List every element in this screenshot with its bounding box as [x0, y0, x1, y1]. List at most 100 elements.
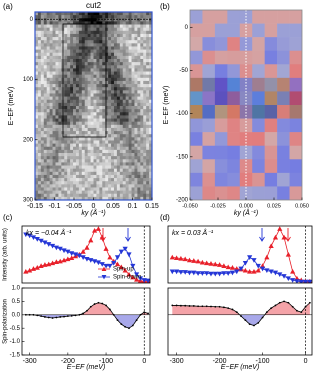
pixel — [55, 74, 59, 79]
pixel — [75, 87, 80, 91]
pixel — [96, 87, 100, 91]
pixel — [113, 156, 118, 160]
marker — [212, 271, 218, 277]
pixel — [131, 121, 135, 126]
pixel — [99, 184, 103, 188]
pixel — [125, 121, 129, 126]
pixel — [87, 153, 91, 157]
marker — [272, 234, 279, 240]
pixel — [108, 171, 112, 176]
point — [66, 315, 69, 318]
pixel — [70, 84, 74, 88]
pixel — [134, 156, 138, 160]
pixel — [81, 159, 86, 163]
pixel — [102, 118, 106, 122]
pixel — [143, 124, 147, 129]
pixel — [134, 178, 138, 182]
cell — [202, 172, 216, 187]
pixel — [108, 37, 112, 41]
pixel — [58, 84, 62, 88]
pixel — [52, 146, 56, 151]
pixel — [43, 55, 47, 60]
pixel — [73, 52, 77, 57]
cell — [289, 145, 302, 160]
pixel — [43, 115, 47, 119]
pixel — [58, 99, 62, 104]
pixel — [111, 134, 115, 138]
pixel — [46, 174, 50, 179]
pixel — [46, 93, 50, 97]
pixel — [55, 80, 59, 85]
pixel — [93, 149, 97, 154]
pixel — [87, 43, 91, 47]
pixel — [70, 40, 74, 44]
cell — [214, 145, 228, 160]
pixel — [108, 21, 112, 25]
pixel — [140, 112, 144, 116]
pixel — [78, 121, 83, 126]
pixel — [102, 37, 106, 41]
pixel — [37, 62, 42, 66]
pixel — [87, 143, 91, 148]
pixel — [37, 181, 42, 185]
pixel — [137, 168, 141, 173]
pixel — [58, 112, 62, 116]
pixel — [87, 146, 91, 151]
pixel — [46, 87, 50, 91]
pixel — [143, 140, 147, 144]
pixel — [116, 159, 121, 163]
pixel — [93, 140, 97, 144]
pixel — [49, 146, 53, 151]
pixel — [67, 184, 71, 188]
pixel — [125, 131, 129, 135]
pixel — [137, 93, 141, 97]
pixel — [75, 168, 80, 173]
pixel — [35, 84, 39, 88]
pixel — [146, 140, 150, 144]
pixel — [128, 127, 132, 132]
marker — [229, 265, 236, 270]
pixel — [84, 134, 88, 138]
pixel — [58, 90, 62, 94]
pixel — [46, 168, 50, 173]
point — [120, 323, 123, 326]
pixel — [96, 153, 100, 157]
pixel — [90, 149, 94, 154]
pixel — [105, 46, 109, 50]
pixel — [146, 90, 150, 94]
pixel — [149, 134, 152, 138]
point — [147, 312, 149, 315]
pixel — [102, 99, 106, 104]
pixel — [46, 43, 50, 47]
pixel — [75, 134, 80, 138]
pixel — [37, 40, 42, 44]
pixel — [113, 99, 118, 104]
pixel — [81, 178, 86, 182]
pixel — [93, 118, 97, 122]
marker — [216, 271, 223, 277]
pixel — [46, 21, 50, 25]
pixel — [131, 109, 135, 113]
pixel — [128, 18, 132, 22]
pixel — [75, 65, 80, 69]
pixel — [143, 99, 147, 104]
pixel — [131, 12, 135, 16]
pixel — [46, 77, 50, 82]
pixel — [99, 59, 103, 63]
pixel — [128, 27, 132, 32]
pixel — [58, 171, 62, 176]
pixel — [64, 71, 68, 75]
pixel — [122, 109, 126, 113]
pixel — [84, 87, 88, 91]
pixel — [58, 159, 62, 163]
pixel — [75, 159, 80, 163]
pixel — [58, 18, 62, 22]
pixel — [35, 33, 39, 38]
pixel — [128, 33, 132, 38]
pixel — [55, 187, 59, 191]
pixel — [137, 106, 141, 110]
pixel — [125, 55, 129, 60]
pixel — [73, 18, 77, 22]
pixel — [87, 171, 91, 176]
pixel — [35, 99, 39, 104]
